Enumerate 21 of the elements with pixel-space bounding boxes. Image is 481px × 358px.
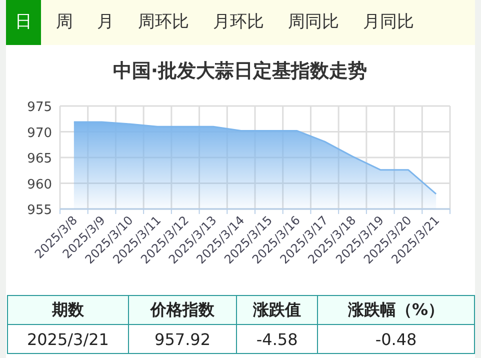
y-tick-label: 965	[27, 152, 52, 166]
text: 957.92	[128, 324, 237, 354]
text: 周	[55, 11, 74, 34]
y-tick-label: 955	[27, 203, 52, 218]
y-tick-label: 975	[27, 100, 52, 115]
text: -4.58	[236, 324, 318, 354]
text: 月	[96, 11, 115, 34]
text: -0.48	[318, 324, 474, 354]
chart-title: 中国·批发大蒜日定基指数走势	[112, 60, 368, 82]
text: 日	[6, 0, 41, 45]
text: 涨跌幅（%）	[318, 296, 474, 324]
y-tick-label: 960	[27, 177, 52, 192]
text: 期数	[8, 296, 128, 324]
text: 月环比	[212, 11, 265, 34]
y-tick-label: 970	[27, 126, 52, 141]
text: 周环比	[137, 11, 190, 34]
text: 周同比	[287, 11, 340, 34]
text: 2025/3/21	[8, 324, 128, 354]
text: 月同比	[362, 11, 415, 34]
text: 涨跌值	[236, 296, 318, 324]
text: 价格指数	[128, 296, 237, 324]
